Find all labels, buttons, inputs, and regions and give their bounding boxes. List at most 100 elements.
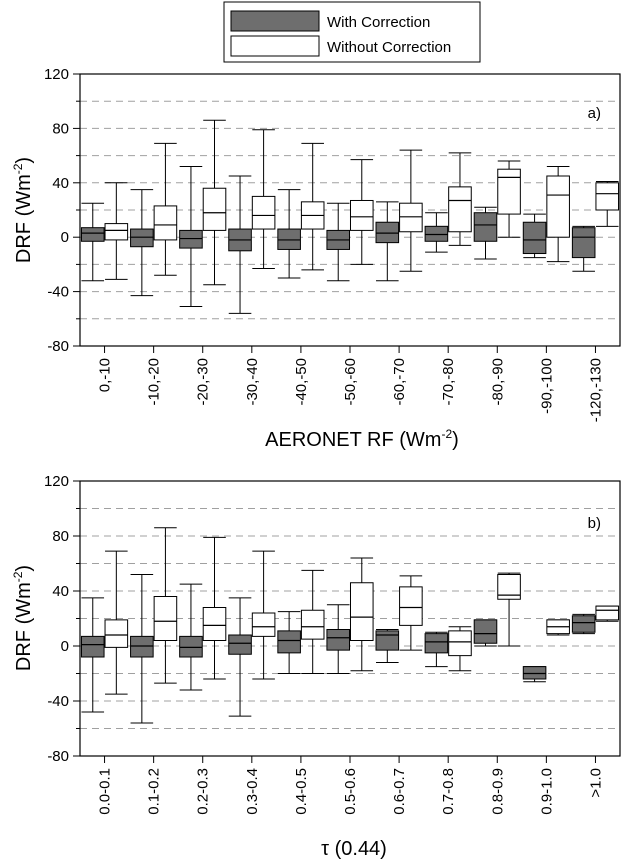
x-tick-label: -10,-20 bbox=[146, 358, 163, 406]
box-without-correction bbox=[595, 180, 620, 227]
box-iqr bbox=[300, 609, 325, 640]
box-without-correction bbox=[153, 142, 178, 276]
panel-a-y-ticks: -80 -40 0 40 80 120 bbox=[44, 66, 80, 355]
x-tick-label: -90,-100 bbox=[538, 358, 555, 414]
box-with-correction bbox=[179, 583, 203, 691]
y-tick-label: 40 bbox=[52, 583, 69, 600]
panel-a-label: a) bbox=[588, 105, 601, 122]
x-tick-label: 0.5-0.6 bbox=[342, 768, 359, 815]
box-iqr bbox=[571, 227, 596, 259]
x-tick-label: 0.7-0.8 bbox=[440, 768, 457, 815]
box-with-correction bbox=[522, 666, 547, 683]
box-iqr bbox=[104, 619, 129, 648]
box-iqr bbox=[179, 229, 203, 249]
x-tick-label: 0.1-0.2 bbox=[146, 768, 163, 815]
box-with-correction bbox=[80, 597, 105, 713]
box-iqr bbox=[595, 182, 620, 211]
x-tick-label: 0.6-0.7 bbox=[391, 768, 408, 815]
box-without-correction bbox=[546, 619, 570, 636]
x-tick-label: -80,-90 bbox=[489, 358, 506, 406]
panel-b-boxes bbox=[80, 527, 620, 724]
box-iqr bbox=[130, 635, 154, 658]
box-iqr bbox=[202, 187, 227, 231]
panel-b-y-ticks: -80 -40 0 40 80 120 bbox=[44, 473, 80, 765]
box-with-correction bbox=[277, 611, 301, 674]
box-without-correction bbox=[153, 527, 178, 684]
box-without-correction bbox=[497, 572, 521, 647]
box-iqr bbox=[595, 605, 620, 621]
box-without-correction bbox=[251, 129, 276, 269]
legend-swatch-with-correction bbox=[230, 10, 320, 32]
x-tick-label: >1.0 bbox=[587, 768, 604, 798]
panel-a-y-title: DRF (Wm-2) bbox=[11, 157, 35, 263]
box-iqr bbox=[153, 596, 178, 641]
y-tick-label: -80 bbox=[47, 748, 69, 765]
y-tick-label: 120 bbox=[44, 66, 69, 83]
box-without-correction bbox=[104, 182, 129, 280]
box-iqr bbox=[326, 629, 351, 651]
box-with-correction bbox=[424, 631, 449, 668]
y-tick-label: -40 bbox=[47, 693, 69, 710]
legend-label-with-correction: With Correction bbox=[327, 14, 430, 31]
x-tick-label: -50,-60 bbox=[342, 358, 359, 406]
panel-b: -80 -40 0 40 80 120 0.0-0.1 0.1-0.2 0.2-0.3 0.3-… bbox=[11, 473, 621, 860]
box-without-correction bbox=[399, 149, 423, 272]
x-tick-label: 0.4-0.5 bbox=[293, 768, 310, 815]
box-without-correction bbox=[497, 160, 521, 238]
box-without-correction bbox=[595, 605, 620, 622]
box-iqr bbox=[251, 612, 276, 637]
box-without-correction bbox=[349, 557, 374, 672]
x-tick-label: 0.9-1.0 bbox=[538, 768, 555, 815]
box-with-correction bbox=[277, 189, 301, 279]
box-iqr bbox=[522, 221, 547, 255]
box-with-correction bbox=[80, 202, 105, 282]
box-with-correction bbox=[326, 202, 351, 282]
box-with-correction bbox=[473, 206, 498, 260]
box-iqr bbox=[522, 666, 547, 680]
panel-b-label: b) bbox=[588, 515, 601, 532]
y-tick-label: 40 bbox=[52, 175, 69, 192]
legend-swatch-without-correction bbox=[230, 35, 320, 57]
y-tick-label: 120 bbox=[44, 473, 69, 490]
panel-a-boxes bbox=[80, 119, 620, 314]
box-iqr bbox=[424, 633, 449, 654]
box-iqr bbox=[80, 227, 105, 242]
panel-a-x-title: AERONET RF (Wm-2) bbox=[265, 427, 459, 451]
box-iqr bbox=[375, 630, 400, 651]
x-tick-label: 0.0-0.1 bbox=[97, 768, 114, 815]
box-iqr bbox=[399, 586, 423, 626]
x-tick-label: 0.3-0.4 bbox=[244, 768, 261, 815]
x-tick-label: -20,-30 bbox=[195, 358, 212, 406]
box-iqr bbox=[153, 205, 178, 241]
box-iqr bbox=[202, 607, 227, 641]
x-tick-label: 0.8-0.9 bbox=[489, 768, 506, 815]
y-tick-label: 0 bbox=[61, 229, 69, 246]
panel-b-x-title: τ (0.44) bbox=[321, 838, 387, 860]
panel-a-x-ticks: 0,-10 -10,-20 -20,-30 -30,-40 -40,-50 -50,-60… bbox=[97, 346, 604, 422]
box-without-correction bbox=[399, 575, 423, 651]
box-iqr bbox=[473, 212, 498, 242]
box-iqr bbox=[399, 202, 423, 233]
box-with-correction bbox=[228, 597, 252, 717]
box-with-correction bbox=[522, 213, 547, 259]
panel-b-x-ticks: 0.0-0.1 0.1-0.2 0.2-0.3 0.3-0.4 0.4-0.5 0.5-0… bbox=[97, 756, 604, 815]
box-with-correction bbox=[179, 165, 203, 308]
box-with-correction bbox=[130, 189, 154, 297]
box-iqr bbox=[277, 630, 301, 654]
x-tick-label: -60,-70 bbox=[391, 358, 408, 406]
box-iqr bbox=[277, 228, 301, 250]
box-iqr bbox=[424, 225, 449, 242]
box-iqr bbox=[179, 635, 203, 658]
box-iqr bbox=[497, 168, 521, 215]
box-iqr bbox=[375, 221, 400, 244]
box-iqr bbox=[349, 582, 374, 641]
box-with-correction bbox=[375, 629, 400, 663]
x-tick-label: 0,-10 bbox=[97, 358, 114, 392]
box-without-correction bbox=[448, 152, 472, 246]
box-without-correction bbox=[448, 626, 472, 672]
box-iqr bbox=[104, 223, 129, 241]
box-iqr bbox=[228, 634, 252, 655]
box-with-correction bbox=[130, 574, 154, 724]
panel-a-grid bbox=[80, 100, 620, 320]
